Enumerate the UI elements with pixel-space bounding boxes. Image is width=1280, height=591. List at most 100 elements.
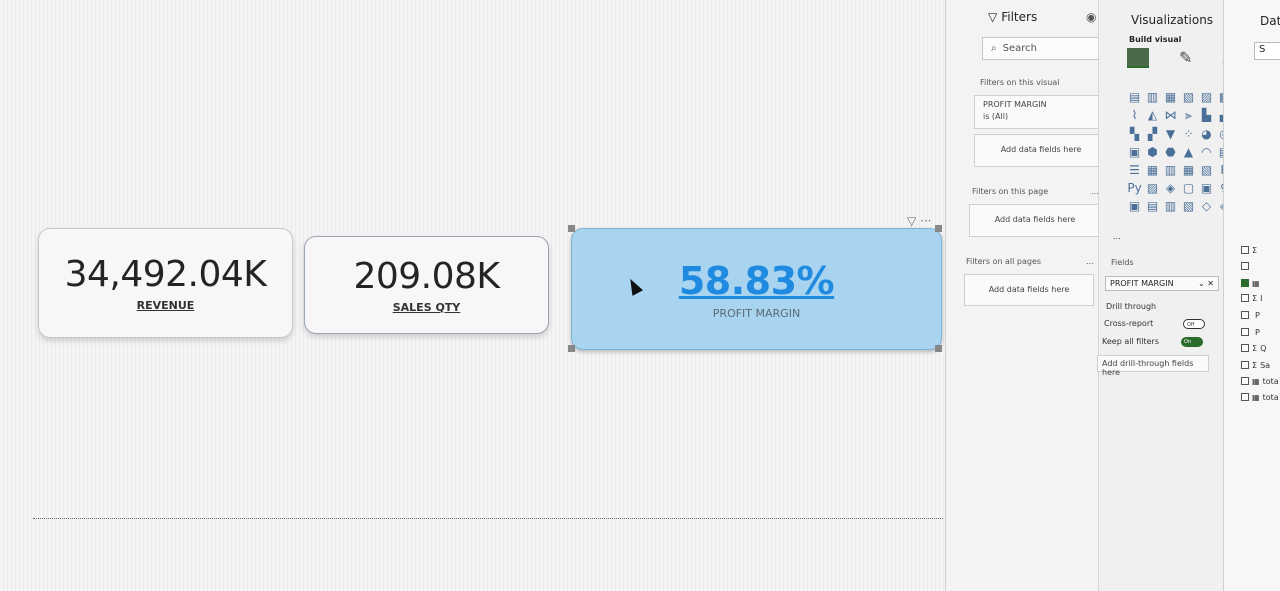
checkbox[interactable] bbox=[1241, 393, 1249, 401]
add-page-filter-dropzone[interactable]: Add data fields here bbox=[969, 204, 1101, 237]
visual-header-filter-more[interactable]: ▽ ··· bbox=[907, 214, 932, 228]
table-icon: ▦ bbox=[1252, 377, 1260, 386]
add-visual-filter-dropzone[interactable]: Add data fields here bbox=[974, 134, 1108, 167]
visual-type-icon[interactable]: ⋈ bbox=[1164, 108, 1177, 122]
keep-all-filters-toggle[interactable]: On bbox=[1181, 337, 1203, 347]
visual-type-icon[interactable]: ◕ bbox=[1201, 127, 1212, 141]
checkbox[interactable] bbox=[1241, 328, 1249, 336]
filters-search-input[interactable]: ⌕ Search bbox=[982, 37, 1114, 60]
visual-type-icon[interactable]: Py bbox=[1127, 181, 1142, 195]
data-title: Data bbox=[1260, 14, 1280, 28]
data-search-input[interactable]: S bbox=[1254, 42, 1280, 60]
visual-type-icon[interactable]: ▤ bbox=[1128, 90, 1141, 104]
visual-type-icon[interactable]: ⁘ bbox=[1183, 127, 1194, 141]
data-field-row[interactable]: Σ Sa bbox=[1241, 361, 1270, 370]
more-icon[interactable]: ... bbox=[1091, 187, 1099, 196]
drill-through-dropzone[interactable]: Add drill-through fields here bbox=[1097, 355, 1209, 377]
visual-type-icon[interactable]: ▧ bbox=[1182, 199, 1195, 213]
data-field-label: tota bbox=[1262, 377, 1279, 386]
search-placeholder: S bbox=[1259, 44, 1266, 55]
data-field-row[interactable]: Σ bbox=[1241, 246, 1260, 255]
add-all-pages-filter-dropzone[interactable]: Add data fields here bbox=[964, 274, 1094, 306]
visual-type-icon[interactable]: ▥ bbox=[1146, 90, 1159, 104]
build-visual-tab-icon[interactable] bbox=[1127, 48, 1149, 68]
data-field-label: P bbox=[1255, 328, 1260, 337]
data-field-row[interactable]: ▦ tota bbox=[1241, 393, 1279, 402]
chevron-down-icon[interactable]: ⌄ ✕ bbox=[1198, 279, 1214, 288]
more-icon[interactable]: ... bbox=[1086, 257, 1094, 266]
sum-icon: Σ bbox=[1252, 344, 1258, 353]
visual-type-icon[interactable]: ▨ bbox=[1200, 90, 1213, 104]
data-field-row[interactable]: ▦ tota bbox=[1241, 377, 1279, 386]
visual-type-icon[interactable]: ⌇ bbox=[1131, 108, 1138, 122]
visualizations-pane: Visualizations Build visual ✎ ⌕ ▤▥▦▧▨▩⌇◭… bbox=[1098, 0, 1231, 591]
format-visual-tab-icon[interactable]: ✎ bbox=[1179, 48, 1193, 67]
filters-header: ▽ Filters bbox=[988, 10, 1037, 24]
more-visuals-icon[interactable]: ... bbox=[1113, 232, 1121, 241]
visual-type-icon[interactable]: ▼ bbox=[1165, 127, 1176, 141]
visual-type-icon[interactable]: ▨ bbox=[1146, 181, 1159, 195]
resize-handle[interactable] bbox=[935, 225, 942, 232]
visual-type-icon[interactable]: ◠ bbox=[1201, 145, 1212, 159]
cross-report-toggle[interactable]: Off bbox=[1183, 319, 1205, 329]
checkbox[interactable] bbox=[1241, 377, 1249, 385]
resize-handle[interactable] bbox=[568, 225, 575, 232]
checkbox[interactable] bbox=[1241, 344, 1249, 352]
resize-handle[interactable] bbox=[568, 345, 575, 352]
data-field-row[interactable]: P bbox=[1241, 328, 1260, 337]
visual-type-icon[interactable]: ▲ bbox=[1183, 145, 1194, 159]
checkbox[interactable] bbox=[1241, 361, 1249, 369]
visual-type-icon[interactable]: ◭ bbox=[1147, 108, 1158, 122]
section-label: Filters on all pages bbox=[966, 257, 1042, 266]
data-field-row[interactable] bbox=[1241, 262, 1255, 270]
card-value: 34,492.04K bbox=[64, 254, 267, 295]
visual-type-icon[interactable]: ▧ bbox=[1200, 163, 1213, 177]
search-icon: ⌕ bbox=[991, 43, 997, 54]
visual-type-icon[interactable]: ▦ bbox=[1164, 90, 1177, 104]
visual-type-icon[interactable]: ☰ bbox=[1129, 163, 1140, 177]
resize-handle[interactable] bbox=[935, 345, 942, 352]
visual-type-icon[interactable]: ▣ bbox=[1128, 199, 1141, 213]
visual-type-icon[interactable]: ▙ bbox=[1201, 108, 1212, 122]
visual-type-icon[interactable]: ⫸ bbox=[1185, 108, 1192, 122]
visual-type-icon[interactable]: ▞ bbox=[1147, 127, 1158, 141]
visual-type-icon[interactable]: ▥ bbox=[1164, 163, 1177, 177]
filters-pane: ▽ Filters ◉ » ⌕ Search Filters on this v… bbox=[945, 0, 1117, 591]
visual-type-icon[interactable]: ▦ bbox=[1146, 163, 1159, 177]
card-revenue[interactable]: 34,492.04K REVENUE bbox=[38, 228, 293, 338]
filter-field-name: PROFIT MARGIN bbox=[983, 100, 1047, 109]
section-label: Filters on this page bbox=[972, 187, 1049, 196]
visual-type-icon[interactable]: ▚ bbox=[1129, 127, 1140, 141]
filter-card-profit-margin[interactable]: PROFIT MARGIN is (All) bbox=[974, 95, 1110, 129]
visual-type-icon[interactable]: ▣ bbox=[1200, 181, 1213, 195]
checkbox[interactable] bbox=[1241, 262, 1249, 270]
visual-type-icon[interactable]: ▦ bbox=[1182, 163, 1195, 177]
card-value: 58.83% bbox=[678, 258, 835, 303]
visual-type-icon[interactable]: ⬢ bbox=[1147, 145, 1158, 159]
card-sales-qty[interactable]: 209.08K SALES QTY bbox=[304, 236, 549, 334]
table-icon: ▦ bbox=[1252, 279, 1260, 288]
visual-type-icon[interactable]: ⬣ bbox=[1165, 145, 1176, 159]
checkbox[interactable] bbox=[1241, 246, 1249, 254]
data-field-row[interactable]: P bbox=[1241, 311, 1260, 320]
visual-type-icon[interactable]: ▤ bbox=[1146, 199, 1159, 213]
checkbox[interactable] bbox=[1241, 279, 1249, 287]
data-field-row[interactable]: ▦ bbox=[1241, 279, 1263, 288]
visual-type-icon[interactable]: ◈ bbox=[1165, 181, 1176, 195]
visual-type-icon[interactable]: ▧ bbox=[1182, 90, 1195, 104]
checkbox[interactable] bbox=[1241, 311, 1249, 319]
report-canvas[interactable]: 34,492.04K REVENUE 209.08K SALES QTY ▽ ·… bbox=[0, 0, 945, 591]
build-visual-label: Build visual bbox=[1129, 35, 1182, 44]
eye-icon[interactable]: ◉ bbox=[1086, 10, 1097, 24]
visual-type-icon[interactable]: ▣ bbox=[1128, 145, 1141, 159]
card-profit-margin[interactable]: 58.83% PROFIT MARGIN bbox=[571, 228, 942, 350]
visual-type-icon[interactable]: ▢ bbox=[1182, 181, 1195, 195]
checkbox[interactable] bbox=[1241, 294, 1249, 302]
visual-type-icon[interactable]: ◇ bbox=[1201, 199, 1212, 213]
fields-well[interactable]: PROFIT MARGIN ⌄ ✕ bbox=[1105, 276, 1219, 291]
visual-type-icon[interactable]: ▥ bbox=[1164, 199, 1177, 213]
data-field-label: I bbox=[1260, 294, 1263, 303]
